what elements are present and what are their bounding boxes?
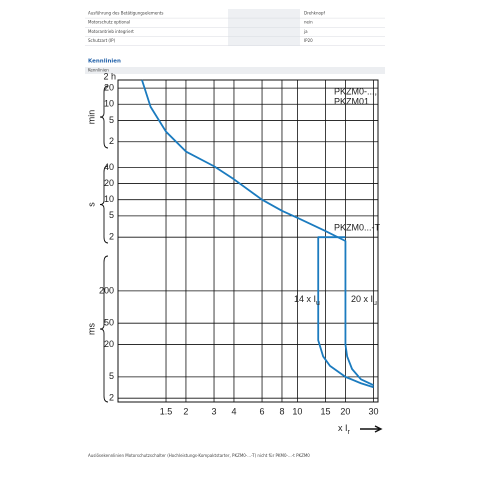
y-tick-label: 20 (104, 339, 114, 349)
group-brace (99, 165, 109, 244)
x-axis-label: x Ir (338, 423, 351, 435)
y-tick-label: 200 (99, 285, 114, 295)
y-tick-label: 2 (109, 136, 114, 146)
x-tick-label: 15 (321, 406, 331, 416)
table-label: Schutzart (IP) (88, 38, 116, 43)
group-label: ms (86, 323, 96, 335)
x-tick-label: 30 (369, 406, 379, 416)
plot-frame (117, 79, 379, 403)
x-tick-label: 1.5 (160, 406, 173, 416)
y-tick-label: 2 (109, 393, 114, 403)
table-label: Motorschutz optional (88, 20, 130, 25)
axis-arrow (360, 425, 383, 433)
x-tick-label: 6 (260, 406, 265, 416)
x-tick-label: 20 (340, 406, 350, 416)
group-brace (99, 85, 109, 149)
x-axis-label-main: x I (338, 423, 348, 433)
annotation-main: 14 x I (294, 294, 316, 304)
table-value: ja (303, 29, 308, 34)
group-label: min (86, 110, 96, 125)
table-value: nein (304, 20, 313, 25)
x-axis-label-sub: r (348, 429, 351, 436)
annotation-sub: u (373, 300, 377, 307)
x-tick-label: 2 (183, 406, 188, 416)
y-tick-label: 20 (104, 178, 114, 188)
annotation-sub: u (316, 300, 320, 307)
y-tick-label: 50 (104, 318, 114, 328)
y-tick-label: 20 (104, 82, 114, 92)
y-tick-label: 2 (109, 232, 114, 242)
y-tick-label: 10 (104, 194, 114, 204)
subtitle-band (85, 67, 385, 74)
section-subtitle: Kennlinien (88, 68, 109, 73)
y-tick-label: 10 (104, 99, 114, 109)
group-label: s (86, 202, 96, 207)
table-value: IP20 (304, 38, 313, 43)
y-tick-label: 5 (109, 371, 114, 381)
table-label: Ausführung des Betätigungselements (88, 11, 163, 16)
curve (317, 236, 374, 389)
y-tick-label: 5 (109, 115, 114, 125)
group-brace (99, 255, 109, 403)
curve (141, 79, 374, 386)
annotation: 20 x Iu (351, 294, 377, 306)
x-tick-label: 10 (292, 406, 302, 416)
series-label: PKZM0-..., (334, 86, 377, 96)
annotation-main: 20 x I (351, 294, 373, 304)
section-title: Kennlinien (88, 59, 121, 65)
y-top-label: 2 h (103, 71, 116, 81)
y-tick-label: 5 (109, 210, 114, 220)
series-label: PKZM0...-T (334, 222, 381, 232)
series-label: PKZM01 (334, 96, 369, 106)
table-label: Motorantrieb integriert (88, 29, 134, 34)
x-tick-label: 4 (231, 406, 236, 416)
table-value: Drehknopf (304, 11, 325, 16)
footer: Auslösekennlinien Motorschutzschalter (H… (88, 453, 310, 458)
x-tick-label: 3 (212, 406, 217, 416)
y-tick-label: 40 (104, 162, 114, 172)
annotation: 14 x Iu (294, 294, 320, 306)
x-tick-label: 8 (279, 406, 284, 416)
